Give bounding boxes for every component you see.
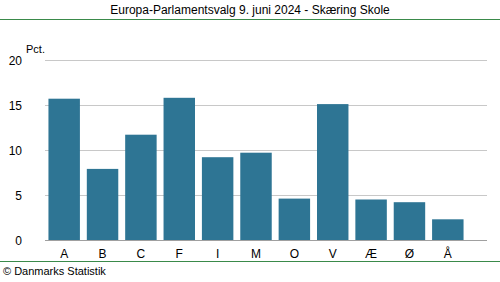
x-tick-label: C	[137, 247, 146, 261]
x-tick-label: B	[99, 247, 107, 261]
x-tick-label: O	[290, 247, 299, 261]
x-tick-label: Æ	[365, 247, 377, 261]
bar	[164, 98, 195, 240]
bar	[279, 199, 310, 240]
bar	[432, 219, 463, 240]
y-tick-label: 10	[9, 144, 23, 158]
grid-line	[45, 60, 487, 61]
bar	[317, 104, 348, 240]
title: Europa-Parlamentsvalg 9. juni 2024 - Skæ…	[110, 3, 390, 17]
x-tick-label: F	[176, 247, 183, 261]
header-rule	[0, 19, 500, 20]
x-tick-label: Ø	[405, 247, 414, 261]
bar	[202, 157, 233, 240]
bar	[87, 169, 118, 240]
grid-line	[45, 150, 487, 151]
x-tick-label: A	[60, 247, 68, 261]
grid-line	[45, 105, 487, 106]
footer-rule	[0, 261, 500, 262]
chart-container: Europa-Parlamentsvalg 9. juni 2024 - Skæ…	[0, 0, 500, 282]
source-note: © Danmarks Statistik	[3, 265, 106, 277]
y-tick-label: 5	[15, 189, 22, 203]
bar	[125, 135, 156, 240]
chart: Europa-Parlamentsvalg 9. juni 2024 - Skæ…	[0, 0, 500, 282]
bars	[48, 98, 463, 240]
y-tick-label: 15	[9, 99, 23, 113]
x-tick-label: M	[251, 247, 261, 261]
bar	[240, 153, 271, 240]
x-tick-label: V	[329, 247, 337, 261]
bar	[48, 99, 79, 240]
y-tick-label: 20	[9, 54, 23, 68]
y-axis-label: Pct.	[26, 43, 45, 55]
x-axis	[45, 240, 487, 241]
bar	[394, 202, 425, 240]
x-tick-label: I	[216, 247, 219, 261]
grid-line	[45, 240, 487, 241]
x-tick-label: Å	[444, 246, 452, 261]
y-tick-label: 0	[15, 234, 22, 248]
bar	[355, 200, 386, 241]
